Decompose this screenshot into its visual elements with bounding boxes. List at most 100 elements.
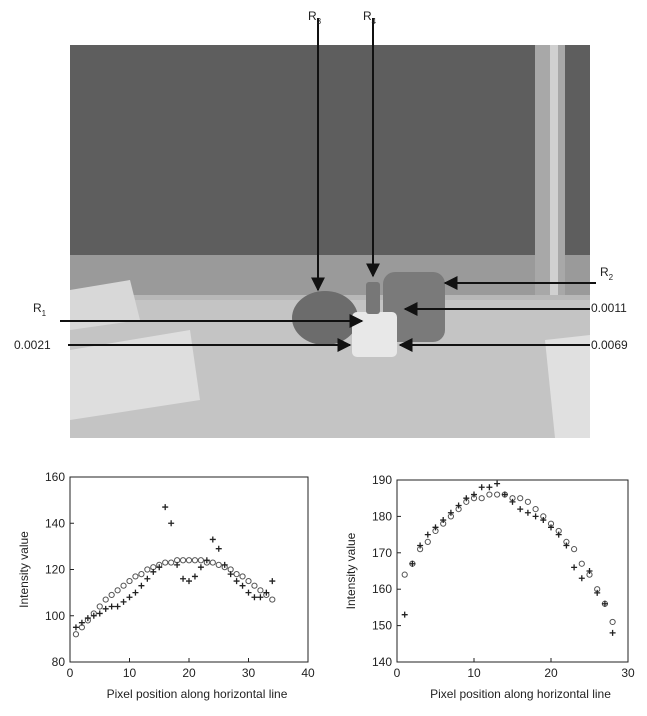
circle-point — [495, 492, 500, 497]
circle-point — [216, 562, 221, 567]
plus-point — [192, 573, 198, 579]
plus-point — [269, 578, 275, 584]
y-tick-label: 180 — [372, 509, 392, 523]
plus-point — [127, 594, 133, 600]
circle-point — [252, 583, 257, 588]
figure: R3 R4 R2 R1 0.0011 0.0021 0.0069 0102030… — [0, 0, 647, 711]
circle-point — [133, 574, 138, 579]
axes-box — [397, 480, 628, 662]
plus-point — [180, 576, 186, 582]
value-label: 0.0021 — [14, 338, 51, 352]
y-tick-label: 80 — [52, 655, 66, 669]
y-tick-label: 170 — [372, 546, 392, 560]
circle-point — [103, 597, 108, 602]
plus-point — [186, 578, 192, 584]
x-tick-label: 10 — [467, 666, 481, 680]
y-tick-label: 190 — [372, 473, 392, 487]
plus-point — [216, 546, 222, 552]
y-tick-label: 120 — [45, 563, 65, 577]
plus-point — [240, 583, 246, 589]
circle-point — [240, 574, 245, 579]
label-r3: R3 — [308, 9, 322, 26]
x-tick-label: 20 — [182, 666, 196, 680]
circle-point — [246, 578, 251, 583]
circle-point — [479, 496, 484, 501]
circle-point — [180, 558, 185, 563]
y-tick-label: 140 — [372, 655, 392, 669]
label-r2: R2 — [600, 265, 614, 282]
circle-point — [533, 507, 538, 512]
plus-point — [402, 612, 408, 618]
circle-point — [121, 583, 126, 588]
plus-point — [97, 610, 103, 616]
circle-point — [186, 558, 191, 563]
x-tick-label: 20 — [544, 666, 558, 680]
y-axis-label: Intensity value — [17, 531, 31, 608]
circle-point — [198, 558, 203, 563]
circle-point — [572, 547, 577, 552]
circle-point — [518, 496, 523, 501]
plus-point — [150, 569, 156, 575]
plus-point — [610, 630, 616, 636]
circle-point — [169, 560, 174, 565]
circle-point — [73, 632, 78, 637]
circle-point — [525, 499, 530, 504]
plus-point — [198, 564, 204, 570]
x-tick-label: 30 — [242, 666, 256, 680]
plus-point — [533, 513, 539, 519]
plus-point — [162, 504, 168, 510]
circle-point — [139, 572, 144, 577]
x-tick-label: 10 — [123, 666, 137, 680]
y-axis-label: Intensity value — [344, 532, 358, 609]
x-tick-label: 30 — [621, 666, 635, 680]
plus-point — [121, 599, 127, 605]
plus-point — [144, 576, 150, 582]
plus-point — [571, 564, 577, 570]
plus-point — [73, 624, 79, 630]
circle-point — [579, 561, 584, 566]
value-label: 0.0011 — [591, 301, 627, 315]
plus-point — [479, 484, 485, 490]
plus-point — [103, 606, 109, 612]
x-axis-label: Pixel position along horizontal line — [107, 687, 288, 701]
plus-point — [579, 575, 585, 581]
plus-point — [494, 481, 500, 487]
circle-point — [163, 560, 168, 565]
plus-point — [228, 571, 234, 577]
plus-point — [210, 536, 216, 542]
plus-point — [251, 594, 257, 600]
value-label: 0.0069 — [591, 338, 628, 352]
x-axis-label: Pixel position along horizontal line — [430, 687, 611, 701]
circle-point — [610, 619, 615, 624]
circle-point — [127, 578, 132, 583]
plus-point — [109, 604, 115, 610]
y-tick-label: 140 — [45, 516, 65, 530]
circle-point — [402, 572, 407, 577]
axes-box — [70, 477, 308, 662]
plus-point — [517, 506, 523, 512]
plus-point — [115, 604, 121, 610]
y-tick-label: 100 — [45, 609, 65, 623]
x-tick-label: 0 — [67, 666, 74, 680]
circle-point — [210, 560, 215, 565]
x-tick-label: 0 — [394, 666, 401, 680]
plus-point — [79, 620, 85, 626]
circle-point — [115, 588, 120, 593]
plus-point — [174, 562, 180, 568]
plus-point — [246, 590, 252, 596]
plus-point — [425, 532, 431, 538]
circle-point — [234, 572, 239, 577]
plus-point — [138, 583, 144, 589]
circle-point — [258, 588, 263, 593]
y-tick-label: 160 — [372, 582, 392, 596]
plus-point — [257, 594, 263, 600]
circle-point — [487, 492, 492, 497]
circle-point — [145, 567, 150, 572]
plus-point — [132, 590, 138, 596]
circle-point — [109, 592, 114, 597]
circle-point — [270, 597, 275, 602]
label-r1: R1 — [33, 301, 47, 318]
plus-point — [234, 578, 240, 584]
plus-point — [168, 520, 174, 526]
photo — [70, 45, 590, 438]
